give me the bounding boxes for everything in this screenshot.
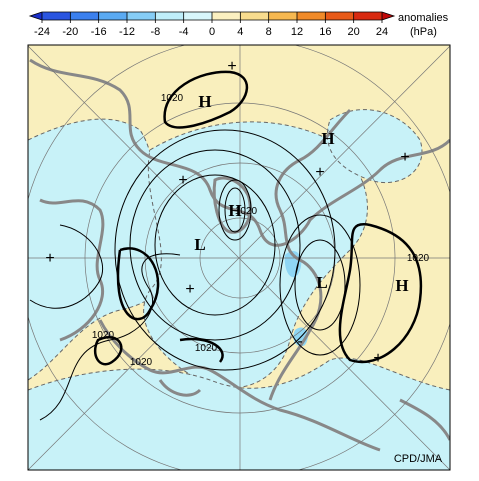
plus-marker: + — [45, 250, 54, 267]
isobars — [29, 129, 361, 421]
isobar-1020 — [93, 70, 423, 366]
colorbar-tick-label: 20 — [348, 26, 360, 38]
isobar-label: 1020 — [195, 343, 218, 354]
plus-marker: + — [178, 172, 187, 189]
isobar-label: 1020 — [235, 206, 258, 217]
colorbar-segment — [297, 12, 326, 20]
plus-marker: + — [400, 149, 409, 166]
colorbar-tick-label: -24 — [34, 26, 50, 38]
colorbar-tick-label: 12 — [291, 26, 303, 38]
colorbar-tick-label: 4 — [237, 26, 243, 38]
colorbar-tick-label: -16 — [91, 26, 107, 38]
colorbar-tick-label: -20 — [62, 26, 78, 38]
colorbar-segment — [42, 12, 71, 20]
map-labels: H 1020 H H 1020 L L H 1020 1020 1020 102… — [45, 58, 429, 368]
low-label: L — [316, 273, 327, 292]
colorbar-label: anomalies — [398, 12, 449, 24]
colorbar-tick-label: -8 — [150, 26, 160, 38]
plus-marker: + — [227, 58, 236, 75]
credit: CPD/JMA — [394, 453, 443, 465]
colorbar-segment — [183, 12, 212, 20]
colorbar-segment — [353, 12, 382, 20]
plus-marker: + — [373, 350, 382, 367]
colorbar-segment — [325, 12, 354, 20]
isobar-label: 1020 — [130, 357, 153, 368]
minus-marker: - — [297, 333, 302, 350]
colorbar-unit: (hPa) — [410, 26, 437, 38]
colorbar-segment — [70, 12, 99, 20]
colorbar: -24 -20 -16 -12 -8 -4 0 4 8 12 16 20 24 — [28, 11, 396, 38]
colorbar-tick-label: 0 — [209, 26, 215, 38]
colorbar-segment — [127, 12, 156, 20]
colorbar-segment — [212, 12, 241, 20]
colorbar-tick-label: -12 — [119, 26, 135, 38]
isobar-label: 1020 — [161, 93, 184, 104]
colorbar-end — [382, 12, 394, 20]
negative-anomaly-areas — [28, 109, 450, 470]
isobar-label: 1020 — [407, 253, 430, 264]
colorbar-tick-label: 24 — [376, 26, 388, 38]
low-label: L — [194, 235, 205, 254]
isobar-label: 1020 — [92, 330, 115, 341]
colorbar-end — [30, 12, 42, 20]
colorbar-tick-label: 16 — [319, 26, 331, 38]
colorbar-segment — [268, 12, 297, 20]
map: H 1020 H H 1020 L L H 1020 1020 1020 102… — [28, 45, 450, 470]
colorbar-segment — [240, 12, 269, 20]
high-label: H — [198, 92, 211, 111]
colorbar-segment — [98, 12, 127, 20]
plus-marker: + — [315, 164, 324, 181]
colorbar-tick-label: 8 — [266, 26, 272, 38]
colorbar-tick-label: -4 — [179, 26, 189, 38]
colorbar-segment — [155, 12, 184, 20]
moderate-anomaly — [284, 250, 308, 347]
plus-marker: + — [185, 281, 194, 298]
high-label: H — [228, 201, 241, 220]
high-label: H — [321, 129, 334, 148]
map-frame — [27, 44, 451, 471]
high-label: H — [395, 276, 408, 295]
